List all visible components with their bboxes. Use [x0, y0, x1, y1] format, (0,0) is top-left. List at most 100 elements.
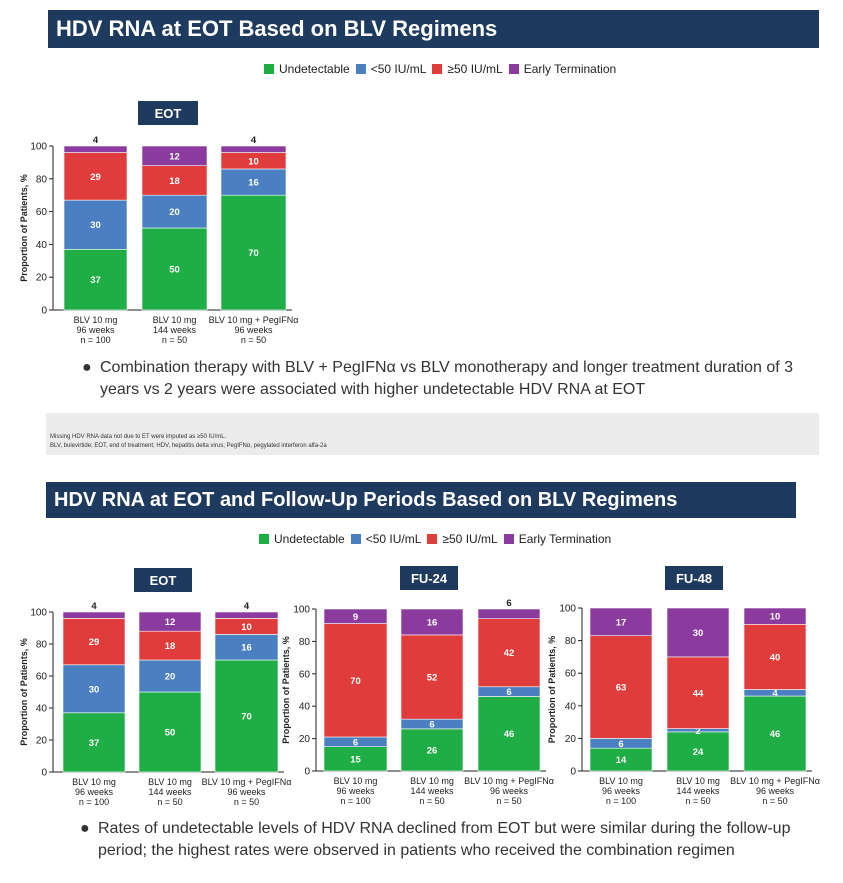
bar-segment: [666, 607, 730, 658]
x-tick-label: 96 weeks: [756, 786, 795, 796]
data-label: 20: [165, 672, 176, 683]
bar-segment: [62, 618, 126, 666]
x-tick-label: 96 weeks: [234, 325, 273, 335]
legend-label: <50 IU/mL: [370, 62, 427, 76]
bar-segment: [141, 145, 208, 166]
data-label: 4: [244, 601, 250, 612]
panel-badge-label: FU-24: [411, 571, 448, 586]
footnote-1: Missing HDV RNA data not due to ET were …: [50, 434, 227, 440]
data-label: 70: [350, 676, 361, 687]
data-label: 12: [169, 151, 180, 162]
legend-item-undetectable: Undetectable: [255, 532, 345, 546]
data-label: 42: [504, 648, 515, 659]
legend-label: Early Termination: [518, 532, 612, 546]
y-tick-label: 80: [299, 637, 311, 648]
bullet-dot: ●: [80, 820, 90, 837]
bar-segment: [743, 695, 807, 772]
data-label: 46: [770, 729, 781, 740]
y-tick-label: 40: [299, 702, 311, 713]
y-tick-label: 100: [293, 605, 310, 616]
bar-segment: [589, 635, 653, 739]
legend-swatch-early: [508, 64, 519, 74]
data-label: 9: [353, 612, 358, 623]
y-tick-label: 0: [41, 306, 47, 317]
legend-swatch-ge50: [432, 64, 443, 74]
y-tick-label: 100: [559, 604, 576, 615]
top-footer-band: [46, 413, 819, 455]
data-label: 16: [427, 617, 438, 628]
bar-segment: [743, 623, 807, 690]
top-legend: Undetectable <50 IU/mL ≥50 IU/mL Early T…: [260, 62, 618, 76]
data-label: 16: [241, 643, 252, 654]
data-label: 6: [429, 720, 434, 731]
legend-label: <50 IU/mL: [365, 532, 422, 546]
x-tick-label: 96 weeks: [227, 787, 266, 797]
x-tick-label: 96 weeks: [602, 786, 641, 796]
x-tick-label: 144 weeks: [410, 786, 454, 796]
data-label: 70: [248, 248, 259, 259]
bar-segment: [138, 611, 202, 632]
x-tick-label: BLV 10 mg: [74, 315, 118, 325]
x-tick-label: n = 50: [234, 797, 259, 807]
data-label: 10: [241, 622, 252, 633]
legend-item-ge50: ≥50 IU/mL: [423, 532, 498, 546]
data-label: 46: [504, 729, 515, 740]
data-label: 52: [427, 673, 438, 684]
legend-label: Undetectable: [279, 62, 350, 76]
x-tick-label: 96 weeks: [490, 786, 529, 796]
bottom-legend: Undetectable <50 IU/mL ≥50 IU/mL Early T…: [255, 532, 613, 546]
y-tick-label: 0: [41, 768, 47, 779]
panel-badge: [400, 566, 458, 590]
data-label: 30: [89, 684, 100, 695]
bar-segment: [323, 623, 388, 738]
bar-segment: [743, 607, 807, 625]
y-tick-label: 20: [36, 273, 48, 284]
footnote-2: BLV, bulevirtide; EOT, end of treatment;…: [50, 443, 327, 449]
data-label: 6: [353, 737, 358, 748]
data-label: 29: [89, 637, 100, 648]
data-label: 24: [693, 747, 704, 758]
legend-swatch-early: [503, 534, 514, 544]
bar-segment: [63, 249, 128, 311]
data-label: 40: [770, 652, 781, 663]
data-label: 30: [90, 220, 101, 231]
legend-item-undetectable: Undetectable: [260, 62, 350, 76]
panel-badge: [138, 101, 198, 125]
x-tick-label: BLV 10 mg: [599, 776, 643, 786]
legend-item-lt50: <50 IU/mL: [352, 62, 427, 76]
bottom-bullet: ● Rates of undetectable levels of HDV RN…: [80, 818, 810, 862]
bar-segment: [214, 659, 279, 773]
y-tick-label: 80: [565, 636, 577, 647]
legend-item-early: Early Termination: [500, 532, 611, 546]
data-label: 15: [350, 754, 361, 765]
x-tick-label: BLV 10 mg: [148, 777, 192, 787]
data-label: 70: [241, 712, 252, 723]
data-label: 50: [165, 728, 176, 739]
bar-segment: [63, 152, 128, 201]
bar-segment: [63, 199, 128, 250]
bar-segment: [323, 746, 388, 772]
y-tick-label: 40: [36, 704, 48, 715]
y-tick-label: 40: [565, 701, 577, 712]
legend-swatch-undetectable: [259, 534, 269, 544]
bar-segment: [214, 611, 279, 619]
y-tick-label: 60: [36, 207, 48, 218]
data-label: 6: [506, 687, 511, 698]
data-label: 50: [169, 265, 180, 276]
x-tick-label: BLV 10 mg + PegIFNα: [202, 777, 292, 787]
legend-swatch-undetectable: [264, 64, 274, 74]
x-tick-label: n = 100: [80, 335, 110, 345]
y-tick-label: 80: [36, 640, 48, 651]
bar-segment: [220, 145, 287, 153]
x-tick-label: 144 weeks: [676, 786, 720, 796]
legend-swatch-lt50: [350, 534, 361, 544]
data-label: 18: [165, 641, 176, 652]
bar-segment: [400, 634, 464, 720]
y-axis-label: Proportion of Patients, %: [281, 636, 291, 744]
legend-label: ≥50 IU/mL: [442, 532, 498, 546]
x-tick-label: 144 weeks: [148, 787, 192, 797]
y-tick-label: 20: [565, 734, 577, 745]
data-label: 44: [693, 688, 704, 699]
y-tick-label: 80: [36, 174, 48, 185]
